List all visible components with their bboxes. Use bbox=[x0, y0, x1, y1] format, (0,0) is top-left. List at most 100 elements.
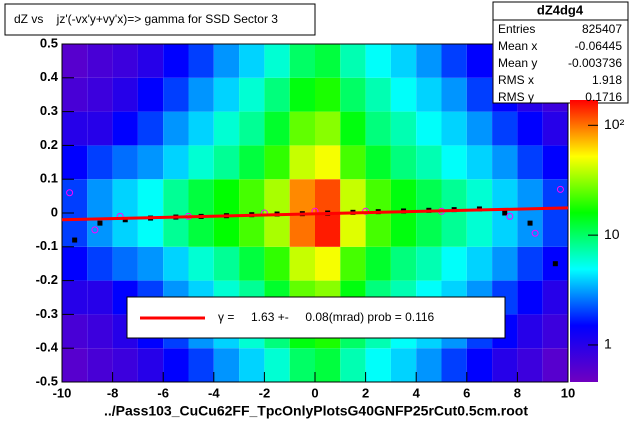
heat-cell bbox=[315, 111, 341, 146]
heat-cell bbox=[213, 246, 240, 281]
heat-cell bbox=[492, 246, 518, 281]
heat-cell bbox=[315, 179, 341, 213]
heat-cell bbox=[441, 348, 467, 382]
heat-cell bbox=[340, 179, 366, 213]
heat-cell bbox=[62, 348, 88, 382]
x-axis-label: ../Pass103_CuCu62FF_TpcOnlyPlotsG40GNFP2… bbox=[104, 403, 528, 419]
profile-point bbox=[91, 226, 99, 234]
heat-cell bbox=[163, 111, 189, 146]
y-tick-label: 0.3 bbox=[40, 103, 58, 118]
heat-cell bbox=[517, 213, 543, 247]
heat-cell bbox=[188, 246, 214, 281]
y-tick-label: -0.1 bbox=[36, 238, 58, 253]
legend-box bbox=[126, 296, 506, 339]
stats-label: RMS y bbox=[498, 90, 534, 104]
heat-cell bbox=[517, 348, 543, 382]
heat-cell bbox=[137, 77, 164, 112]
heat-cell bbox=[441, 246, 467, 281]
heat-cell bbox=[62, 111, 88, 146]
heat-cell bbox=[340, 44, 366, 78]
heat-cell bbox=[137, 246, 164, 281]
heat-cell bbox=[289, 77, 315, 112]
heat-cell bbox=[416, 213, 442, 247]
x-tick-label: 0 bbox=[311, 385, 318, 400]
heat-cell bbox=[542, 280, 568, 315]
heat-cell bbox=[213, 145, 240, 180]
heat-cell bbox=[112, 145, 138, 180]
heat-cell bbox=[188, 179, 214, 213]
heat-cell bbox=[62, 314, 88, 349]
heat-cell bbox=[239, 348, 265, 382]
heat-cell bbox=[390, 77, 417, 112]
heat-cell bbox=[390, 111, 417, 146]
heat-cell bbox=[87, 77, 113, 112]
heat-cell bbox=[213, 111, 240, 146]
heat-cell bbox=[264, 44, 290, 78]
profile-point bbox=[506, 212, 514, 220]
heat-cell bbox=[87, 179, 113, 213]
heat-cell bbox=[542, 348, 568, 382]
heat-cell bbox=[137, 111, 164, 146]
heat-cell bbox=[416, 111, 442, 146]
x-tick-label: 4 bbox=[413, 385, 421, 400]
heat-cell bbox=[365, 44, 391, 78]
heat-cell bbox=[188, 111, 214, 146]
y-tick-label: 0 bbox=[51, 204, 58, 219]
heat-cell bbox=[213, 213, 240, 247]
heat-cell bbox=[416, 246, 442, 281]
stats-label: Mean x bbox=[498, 39, 537, 53]
heat-cell bbox=[163, 145, 189, 180]
profile-point bbox=[556, 185, 564, 193]
heat-cell bbox=[289, 179, 315, 213]
heat-cell bbox=[416, 77, 442, 112]
stats-value: -0.003736 bbox=[568, 56, 622, 70]
heat-cell bbox=[87, 246, 113, 281]
heat-cell bbox=[264, 246, 290, 281]
heat-cell bbox=[517, 314, 543, 349]
heat-cell bbox=[340, 348, 366, 382]
heat-cell bbox=[365, 348, 391, 382]
heat-cell bbox=[163, 179, 189, 213]
heat-cell bbox=[466, 44, 493, 78]
heat-cell bbox=[542, 314, 568, 349]
heat-cell bbox=[365, 111, 391, 146]
heat-cell bbox=[163, 348, 189, 382]
heat-cell bbox=[239, 77, 265, 112]
heat-cell bbox=[188, 145, 214, 180]
heat-cell bbox=[315, 77, 341, 112]
stats-value: 0.1716 bbox=[585, 90, 622, 104]
heat-cell bbox=[315, 348, 341, 382]
x-tick-label: -4 bbox=[208, 385, 220, 400]
x-tick-label: -10 bbox=[53, 385, 72, 400]
heat-cell bbox=[416, 145, 442, 180]
heat-cell bbox=[365, 213, 391, 247]
heat-cell bbox=[365, 77, 391, 112]
heat-cell bbox=[188, 44, 214, 78]
heat-cell bbox=[441, 44, 467, 78]
profile-point bbox=[531, 229, 539, 237]
heat-cell bbox=[289, 348, 315, 382]
heat-cell bbox=[466, 246, 493, 281]
heat-cell bbox=[112, 348, 138, 382]
heat-cell bbox=[365, 246, 391, 281]
heat-cell bbox=[416, 179, 442, 213]
y-tick-label: 0.1 bbox=[40, 171, 58, 186]
stats-value: 1.918 bbox=[592, 73, 622, 87]
profile-point bbox=[72, 237, 78, 243]
heat-cell bbox=[137, 348, 164, 382]
heat-cell bbox=[416, 348, 442, 382]
x-tick-label: 6 bbox=[463, 385, 470, 400]
x-tick-label: 2 bbox=[362, 385, 369, 400]
y-tick-label: 0.5 bbox=[40, 35, 58, 50]
stats-label: Entries bbox=[498, 22, 535, 36]
heat-cell bbox=[239, 44, 265, 78]
heat-cell bbox=[213, 44, 240, 78]
heat-cell bbox=[87, 111, 113, 146]
heat-cell bbox=[289, 44, 315, 78]
profile-point bbox=[552, 261, 558, 267]
heat-cell bbox=[112, 44, 138, 78]
stats-value: -0.06445 bbox=[575, 39, 623, 53]
x-tick-label: -8 bbox=[107, 385, 119, 400]
profile-point bbox=[527, 220, 533, 226]
